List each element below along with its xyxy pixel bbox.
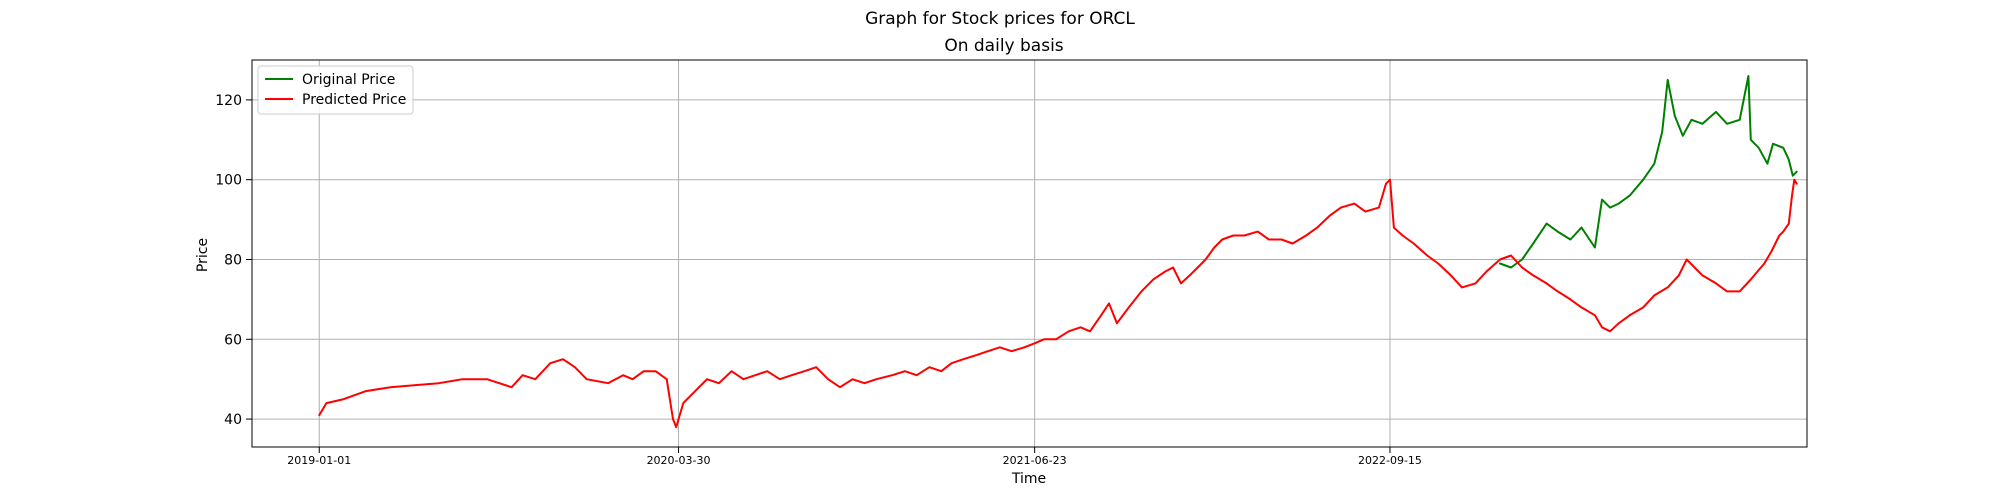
chart-title: On daily basis [944,36,1063,56]
series-layer [318,75,1798,429]
series-line-original-price [1499,75,1798,269]
plot-frame [251,59,1808,448]
x-tick-label: 2021-06-23 [1003,454,1067,467]
grid [252,60,1807,447]
y-tick-label: 40 [224,412,242,428]
y-tick-label: 80 [224,252,242,268]
chart-suptitle: Graph for Stock prices for ORCL [865,9,1135,29]
x-tick-label: 2019-01-01 [287,454,351,467]
x-axis: 2019-01-01 2020-03-30 2021-06-23 2022-09-15 [287,447,1422,467]
y-tick-label: 60 [224,332,242,348]
legend-box [257,65,414,115]
y-axis-label: Price [195,238,211,272]
legend-label-predicted: Predicted Price [302,92,406,108]
legend-label-original: Original Price [302,72,395,88]
x-axis-label: Time [1011,471,1046,487]
y-axis: 40 60 80 100 120 [215,93,252,428]
y-tick-label: 120 [215,93,242,109]
series-line-predicted-price [318,178,1798,429]
x-tick-label: 2022-09-15 [1358,454,1422,467]
legend: Original Price Predicted Price [257,65,414,115]
y-tick-label: 100 [215,173,242,189]
x-tick-label: 2020-03-30 [647,454,711,467]
